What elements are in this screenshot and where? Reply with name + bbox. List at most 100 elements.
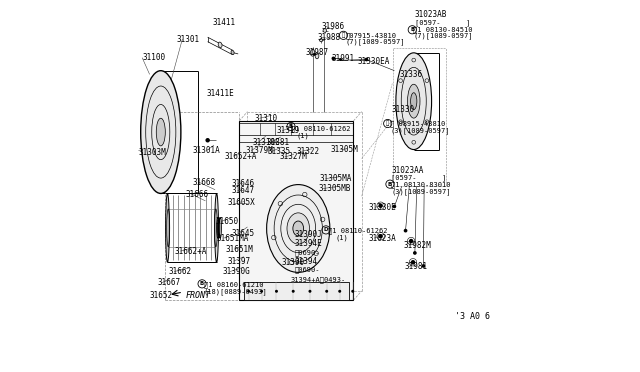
Text: 31662: 31662 xyxy=(168,267,192,276)
Ellipse shape xyxy=(215,193,218,262)
Circle shape xyxy=(339,58,342,61)
Text: 31986: 31986 xyxy=(321,22,344,31)
Circle shape xyxy=(325,290,328,293)
Text: ゐ0690-: ゐ0690- xyxy=(294,249,320,256)
Text: 31390J: 31390J xyxy=(294,230,323,239)
Circle shape xyxy=(404,229,408,232)
Circle shape xyxy=(275,290,278,293)
Text: 31330: 31330 xyxy=(392,105,415,114)
Text: 31310C: 31310C xyxy=(252,138,280,147)
Circle shape xyxy=(378,234,383,238)
Circle shape xyxy=(378,203,383,208)
Text: 31305MB: 31305MB xyxy=(318,184,351,193)
Ellipse shape xyxy=(411,93,417,110)
Text: 31605X: 31605X xyxy=(228,198,255,207)
Text: [0597-      ]: [0597- ] xyxy=(415,19,470,26)
Text: 31394E: 31394E xyxy=(294,239,323,248)
Ellipse shape xyxy=(396,53,431,150)
Circle shape xyxy=(205,138,210,142)
Text: [0597-      ]: [0597- ] xyxy=(392,174,447,181)
Text: 31987: 31987 xyxy=(306,48,329,57)
Text: (3)[1089-0597]: (3)[1089-0597] xyxy=(392,188,451,195)
Text: (7)[1089-0597]: (7)[1089-0597] xyxy=(413,33,473,39)
Circle shape xyxy=(392,205,396,208)
Text: 31652: 31652 xyxy=(150,291,173,300)
Text: 31305M: 31305M xyxy=(330,145,358,154)
Text: 31379M: 31379M xyxy=(246,146,273,155)
Text: ⑂1 08130-83010: ⑂1 08130-83010 xyxy=(390,182,450,188)
Text: 31662+A: 31662+A xyxy=(174,247,207,256)
Ellipse shape xyxy=(141,71,181,193)
Circle shape xyxy=(313,53,316,56)
Circle shape xyxy=(332,57,335,60)
Text: 31330EA: 31330EA xyxy=(357,57,390,66)
Text: 31023A: 31023A xyxy=(369,234,396,243)
Text: (1): (1) xyxy=(296,132,309,139)
Text: ␡1 08110-61262: ␡1 08110-61262 xyxy=(328,227,388,234)
Text: 31327M: 31327M xyxy=(279,153,307,161)
Ellipse shape xyxy=(231,50,234,55)
Text: 31303M: 31303M xyxy=(138,148,166,157)
Text: 31310: 31310 xyxy=(254,114,277,123)
Text: D: D xyxy=(324,227,328,232)
Ellipse shape xyxy=(267,185,330,272)
Text: 31651MA: 31651MA xyxy=(216,234,249,243)
Ellipse shape xyxy=(315,53,319,59)
Text: 31301: 31301 xyxy=(177,35,200,44)
Text: (7)[1089-0597]: (7)[1089-0597] xyxy=(346,39,404,45)
Text: 31336: 31336 xyxy=(400,70,423,79)
Text: 31335: 31335 xyxy=(267,147,291,156)
Text: ⑂1 08110-61262: ⑂1 08110-61262 xyxy=(291,125,351,132)
Text: 31322: 31322 xyxy=(297,147,320,156)
Circle shape xyxy=(319,39,323,42)
Text: 31305MA: 31305MA xyxy=(320,174,353,183)
Circle shape xyxy=(422,264,425,268)
Text: 31394: 31394 xyxy=(294,257,318,266)
Text: 31646: 31646 xyxy=(232,179,255,187)
Bar xyxy=(244,282,349,300)
Circle shape xyxy=(260,290,263,293)
Text: 31988: 31988 xyxy=(317,33,340,42)
Ellipse shape xyxy=(218,42,222,48)
Text: FRONT: FRONT xyxy=(186,291,211,300)
Text: 31390: 31390 xyxy=(282,258,305,267)
Text: (3)[1089-0597]: (3)[1089-0597] xyxy=(390,127,450,134)
Text: ⑂1 08130-84510: ⑂1 08130-84510 xyxy=(413,26,472,33)
Ellipse shape xyxy=(287,213,310,244)
Text: Ⓟ: Ⓟ xyxy=(342,32,345,38)
Text: Ⓟ: Ⓟ xyxy=(386,121,389,126)
Text: Ⓝ 08915-43810: Ⓝ 08915-43810 xyxy=(390,120,445,127)
Text: 31023AB: 31023AB xyxy=(414,10,447,19)
Text: 31650: 31650 xyxy=(215,217,238,226)
Circle shape xyxy=(351,290,354,293)
Text: '3 A0 6: '3 A0 6 xyxy=(454,312,490,321)
Circle shape xyxy=(411,260,415,264)
Text: 31381: 31381 xyxy=(266,138,289,147)
Circle shape xyxy=(292,290,294,293)
Text: 31330E: 31330E xyxy=(369,203,396,212)
Text: 31397: 31397 xyxy=(227,257,250,266)
Ellipse shape xyxy=(310,49,315,56)
Text: 31668: 31668 xyxy=(193,178,216,187)
Text: B: B xyxy=(289,124,293,129)
Text: 31100: 31100 xyxy=(142,53,165,62)
Text: 31301A: 31301A xyxy=(193,146,221,155)
Text: 31981: 31981 xyxy=(404,262,428,271)
Text: (18)[0889-0493]: (18)[0889-0493] xyxy=(204,289,268,295)
Text: 31411: 31411 xyxy=(212,18,236,27)
Circle shape xyxy=(308,290,312,293)
Ellipse shape xyxy=(156,118,165,146)
Text: 31667: 31667 xyxy=(157,278,180,287)
Circle shape xyxy=(409,239,413,243)
Circle shape xyxy=(323,29,326,32)
Text: ⑂1 08160-61210: ⑂1 08160-61210 xyxy=(204,281,264,288)
Text: 31647: 31647 xyxy=(232,186,255,195)
Text: 31390G: 31390G xyxy=(223,267,250,276)
Text: 31394+Aぉ0493-: 31394+Aぉ0493- xyxy=(291,276,346,283)
Text: B: B xyxy=(388,182,392,187)
Ellipse shape xyxy=(293,221,303,236)
Text: 31652+A: 31652+A xyxy=(225,152,257,161)
Text: ゐ0690-: ゐ0690- xyxy=(294,266,320,273)
Text: Ⓝ07915-43810: Ⓝ07915-43810 xyxy=(346,32,396,39)
Text: 31645: 31645 xyxy=(232,229,255,238)
